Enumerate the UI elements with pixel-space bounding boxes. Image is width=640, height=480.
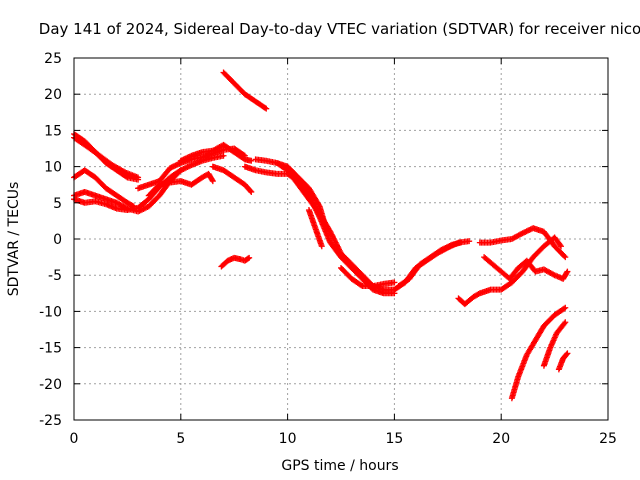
data-point <box>209 176 216 183</box>
data-point <box>315 202 322 209</box>
data-point <box>358 282 365 289</box>
data-point <box>563 269 570 276</box>
data-point <box>220 152 227 159</box>
y-axis-label: SDTVAR / TECUs <box>6 182 22 297</box>
data-point <box>562 319 569 326</box>
data-point <box>550 271 557 278</box>
data-point <box>323 225 330 232</box>
data-point <box>557 241 564 248</box>
data-point <box>561 320 568 327</box>
data-point <box>318 243 325 250</box>
x-tick-label: 5 <box>176 431 185 447</box>
data-marks <box>71 69 571 402</box>
y-tick-label: -20 <box>39 377 62 393</box>
x-tick-label: 10 <box>279 431 297 447</box>
data-point <box>248 157 255 164</box>
x-tick-label: 15 <box>385 431 403 447</box>
data-point <box>561 305 568 312</box>
data-point <box>246 254 253 261</box>
data-point <box>562 254 569 261</box>
x-tick-label: 0 <box>70 431 79 447</box>
y-tick-label: -10 <box>39 304 62 320</box>
data-point <box>391 279 398 286</box>
data-point <box>561 253 568 260</box>
data-point <box>135 174 142 181</box>
y-tick-label: 25 <box>44 51 62 67</box>
data-point <box>209 178 216 185</box>
y-tick-label: -5 <box>48 268 62 284</box>
data-point <box>457 239 464 246</box>
data-point <box>247 187 254 194</box>
x-tick-label: 20 <box>492 431 510 447</box>
chart-title: Day 141 of 2024, Sidereal Day-to-day VTE… <box>39 20 640 38</box>
data-point <box>263 105 270 112</box>
y-tick-label: -15 <box>39 341 62 357</box>
y-tick-label: 0 <box>53 232 62 248</box>
data-point <box>564 350 571 357</box>
data-point <box>248 188 255 195</box>
data-point <box>262 104 269 111</box>
y-tick-label: 20 <box>44 87 62 103</box>
x-axis-label: GPS time / hours <box>281 458 398 474</box>
data-point <box>562 304 569 311</box>
y-tick-label: 15 <box>44 123 62 139</box>
y-tick-label: -25 <box>39 413 62 429</box>
data-point <box>245 255 252 262</box>
axis-ticks: 0 5 10 15 20 25 -25 -20 -15 -10 -5 0 5 10 15 20 25 <box>39 51 617 447</box>
data-point <box>120 168 127 175</box>
data-point <box>563 351 570 358</box>
data-point <box>558 243 565 250</box>
y-tick-label: 10 <box>44 160 62 176</box>
data-point <box>466 238 473 245</box>
y-tick-label: 5 <box>53 196 62 212</box>
data-point <box>564 268 571 275</box>
grid <box>74 58 608 420</box>
x-tick-label: 25 <box>599 431 617 447</box>
